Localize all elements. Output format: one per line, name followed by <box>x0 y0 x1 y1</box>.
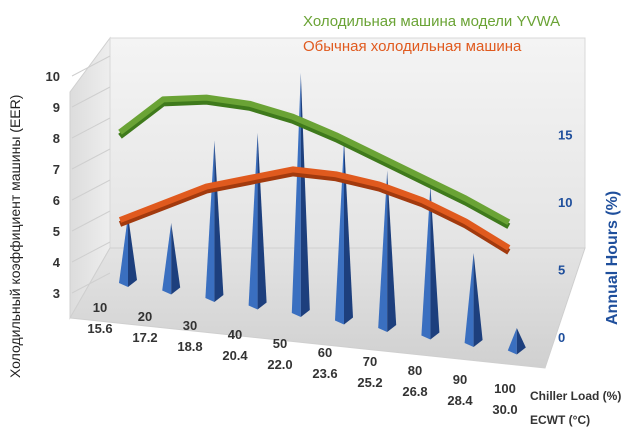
cone-column <box>119 215 137 287</box>
gridline-left <box>71 117 111 139</box>
y-tick-left: 9 <box>53 100 60 115</box>
x-tick-ecwt: 15.6 <box>87 321 112 336</box>
series-line-shadow <box>118 170 511 255</box>
y-tick-left: 6 <box>53 193 60 208</box>
gridline-left <box>71 210 111 232</box>
y-tick-left: 8 <box>53 131 60 146</box>
x-tick-ecwt: 23.6 <box>312 366 337 381</box>
x-tick-load: 50 <box>273 336 287 351</box>
gridline-left <box>71 241 111 263</box>
cone-column <box>291 73 310 317</box>
y-tick-left: 3 <box>53 286 60 301</box>
cone-column <box>464 253 483 347</box>
series-line <box>118 94 511 225</box>
x-tick-ecwt: 28.4 <box>447 393 473 408</box>
legend-entry-conventional: Обычная холодильная машина <box>303 38 522 55</box>
floor <box>69 247 586 369</box>
x-axis-title-load: Chiller Load (%) <box>530 389 621 403</box>
gridlines <box>71 55 111 294</box>
y-tick-right: 15 <box>558 128 572 143</box>
y-tick-right: 10 <box>558 195 572 210</box>
x-tick-load: 100 <box>494 381 516 396</box>
y-tick-left: 10 <box>46 69 60 84</box>
y-tick-right: 0 <box>558 330 565 345</box>
x-tick-load: 30 <box>183 318 197 333</box>
x-tick-ecwt: 25.2 <box>357 375 382 390</box>
right-axis-ticks: 0 5 10 15 <box>558 128 572 346</box>
left-axis-ticks: 3 4 5 6 7 8 9 10 <box>46 69 61 301</box>
x-tick-load: 80 <box>408 363 422 378</box>
y-tick-left: 5 <box>53 224 60 239</box>
cone-column <box>335 140 353 325</box>
x-tick-ecwt: 17.2 <box>132 330 157 345</box>
y-axis-title-right: Annual Hours (%) <box>604 191 621 325</box>
x-tick-ecwt: 26.8 <box>402 384 427 399</box>
y-axis-title-left: Холодильный коэффициент машины (EER) <box>7 95 23 378</box>
series-line <box>118 166 511 251</box>
gridline-left <box>71 86 111 108</box>
cone-column <box>378 170 397 332</box>
cone-columns <box>119 73 526 355</box>
legend-entry-yvwa: Холодильная машина модели YVWA <box>303 13 560 30</box>
y-tick-left: 4 <box>53 255 61 270</box>
gridline-left <box>71 55 111 77</box>
cone-column <box>205 140 224 302</box>
x-tick-load: 20 <box>138 309 152 324</box>
series-line-shadow <box>118 98 511 229</box>
cone-column <box>507 328 526 355</box>
x-tick-ecwt: 20.4 <box>222 348 248 363</box>
x-tick-ecwt: 30.0 <box>492 402 517 417</box>
x-tick-load: 70 <box>363 354 377 369</box>
x-tick-load: 10 <box>93 300 107 315</box>
x-axis-title-ecwt: ECWT (°C) <box>530 413 590 427</box>
series-lines <box>118 94 511 255</box>
x-tick-load: 90 <box>453 372 467 387</box>
cone-column <box>162 223 181 295</box>
ecwt-category-labels: 15.6 17.2 18.8 20.4 22.0 23.6 25.2 26.8 28.4 30.0 <box>87 321 517 417</box>
y-tick-left: 7 <box>53 162 60 177</box>
gridline-left <box>71 148 111 170</box>
gridline-left <box>71 179 111 201</box>
load-category-labels: 10 20 30 40 50 60 70 80 90 100 <box>93 300 516 396</box>
x-tick-ecwt: 22.0 <box>267 357 292 372</box>
gridline-left <box>71 272 111 294</box>
cone-column <box>421 185 440 340</box>
x-tick-load: 60 <box>318 345 332 360</box>
x-tick-load: 40 <box>228 327 242 342</box>
x-tick-ecwt: 18.8 <box>177 339 202 354</box>
y-tick-right: 5 <box>558 263 565 278</box>
